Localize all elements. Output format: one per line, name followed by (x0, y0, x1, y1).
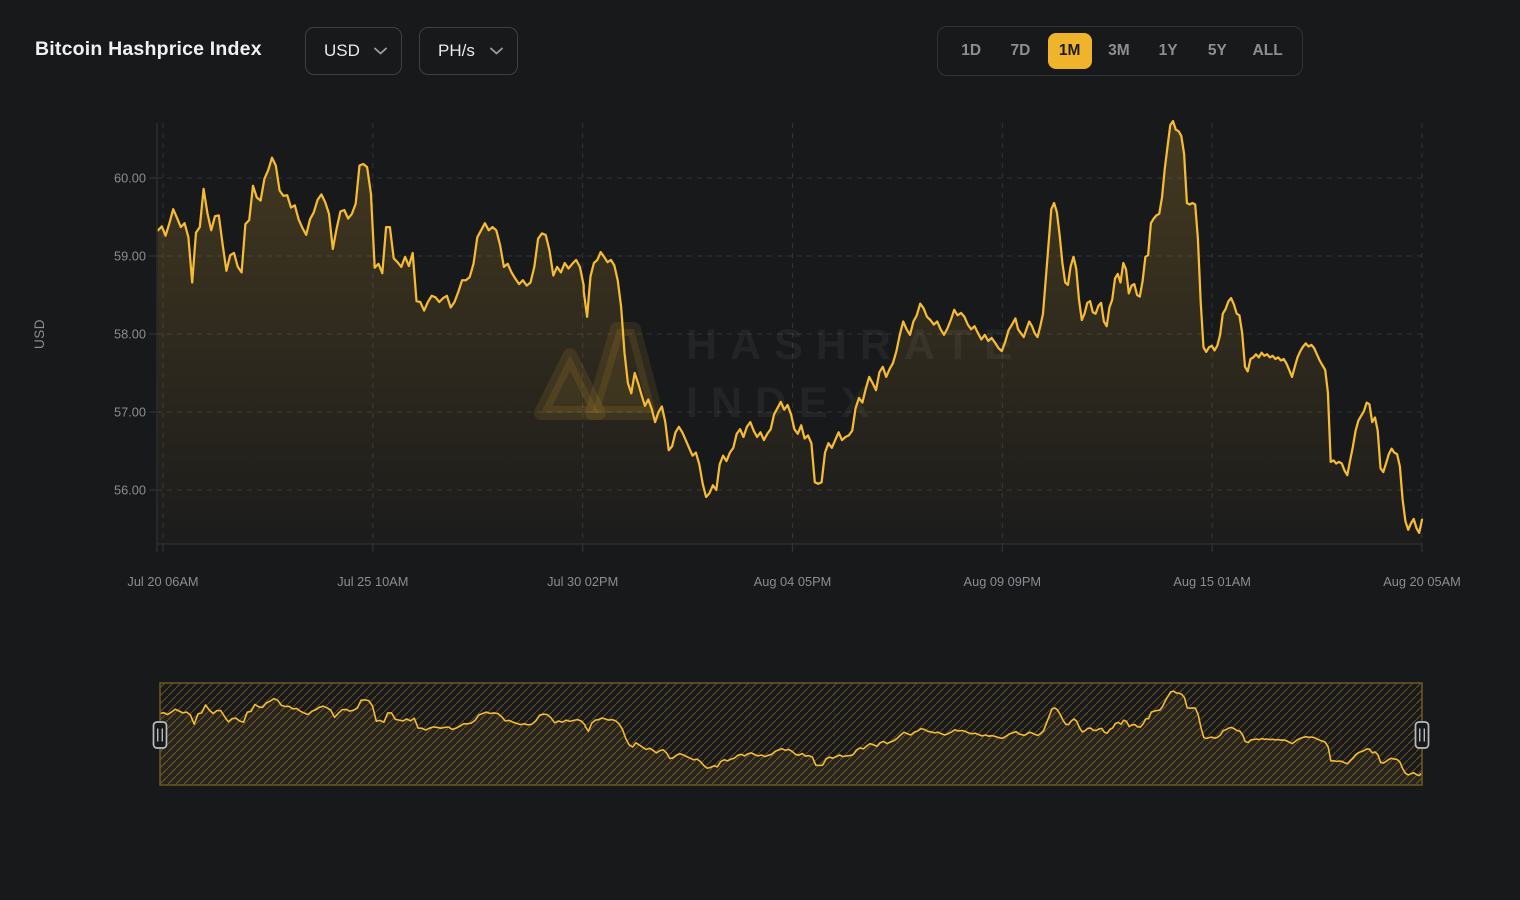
range-button-7d[interactable]: 7D (998, 33, 1042, 69)
currency-unit-dropdown[interactable]: USD (305, 27, 402, 75)
range-button-5y[interactable]: 5Y (1195, 33, 1239, 69)
currency-unit-value: USD (324, 41, 360, 60)
brush-mini-line (159, 690, 1423, 777)
brush-handle-left[interactable] (152, 721, 168, 749)
y-axis-tick-label: 57.00 (114, 405, 146, 420)
y-axis-tick-label: 56.00 (114, 483, 146, 498)
x-axis-tick-label: Aug 20 05AM (1383, 574, 1461, 589)
chevron-down-icon (374, 47, 387, 55)
y-axis-title: USD (32, 319, 47, 349)
brush-handle-right-body[interactable] (1414, 721, 1430, 749)
price-area (158, 121, 1422, 544)
x-axis-tick-label: Jul 30 02PM (547, 574, 618, 589)
hashrate-denomination-value: PH/s (438, 41, 475, 60)
watermark-text: INDEX (686, 379, 882, 427)
y-axis-tick-label: 60.00 (114, 171, 146, 186)
brush-range-selector (152, 682, 1430, 786)
chevron-down-icon (490, 47, 503, 55)
range-button-1m[interactable]: 1M (1047, 33, 1092, 69)
x-axis-tick-label: Jul 20 06AM (127, 574, 198, 589)
brush-selected-region[interactable] (160, 683, 1422, 785)
brush-handle-right[interactable] (1414, 721, 1430, 749)
x-axis-tick-label: Aug 15 01AM (1173, 574, 1251, 589)
range-button-1d[interactable]: 1D (949, 33, 993, 69)
x-axis-tick-label: Aug 04 05PM (754, 574, 832, 589)
y-axis-tick-label: 58.00 (114, 327, 146, 342)
y-axis-tick-label: 59.00 (114, 249, 146, 264)
price-line (156, 119, 1424, 535)
range-button-3m[interactable]: 3M (1097, 33, 1141, 69)
axes: 60.00 59.00 58.00 57.00 56.00 Jul 20 06AM Jul … (32, 123, 1461, 589)
x-axis-tick-label: Jul 25 10AM (337, 574, 408, 589)
watermark-text: HASHRATE (686, 321, 1026, 369)
page-title: Bitcoin Hashprice Index (35, 38, 262, 60)
time-range-switcher: 1D 7D 1M 3M 1Y 5Y ALL (937, 26, 1303, 76)
chart-plot-area[interactable] (157, 123, 1422, 544)
range-button-1y[interactable]: 1Y (1146, 33, 1190, 69)
brush-handle-left-body[interactable] (152, 721, 168, 749)
watermark-logo-icon (534, 348, 606, 420)
hashrate-denomination-dropdown[interactable]: PH/s (419, 27, 518, 75)
range-button-all[interactable]: ALL (1245, 33, 1291, 69)
x-axis-tick-label: Aug 09 09PM (964, 574, 1042, 589)
